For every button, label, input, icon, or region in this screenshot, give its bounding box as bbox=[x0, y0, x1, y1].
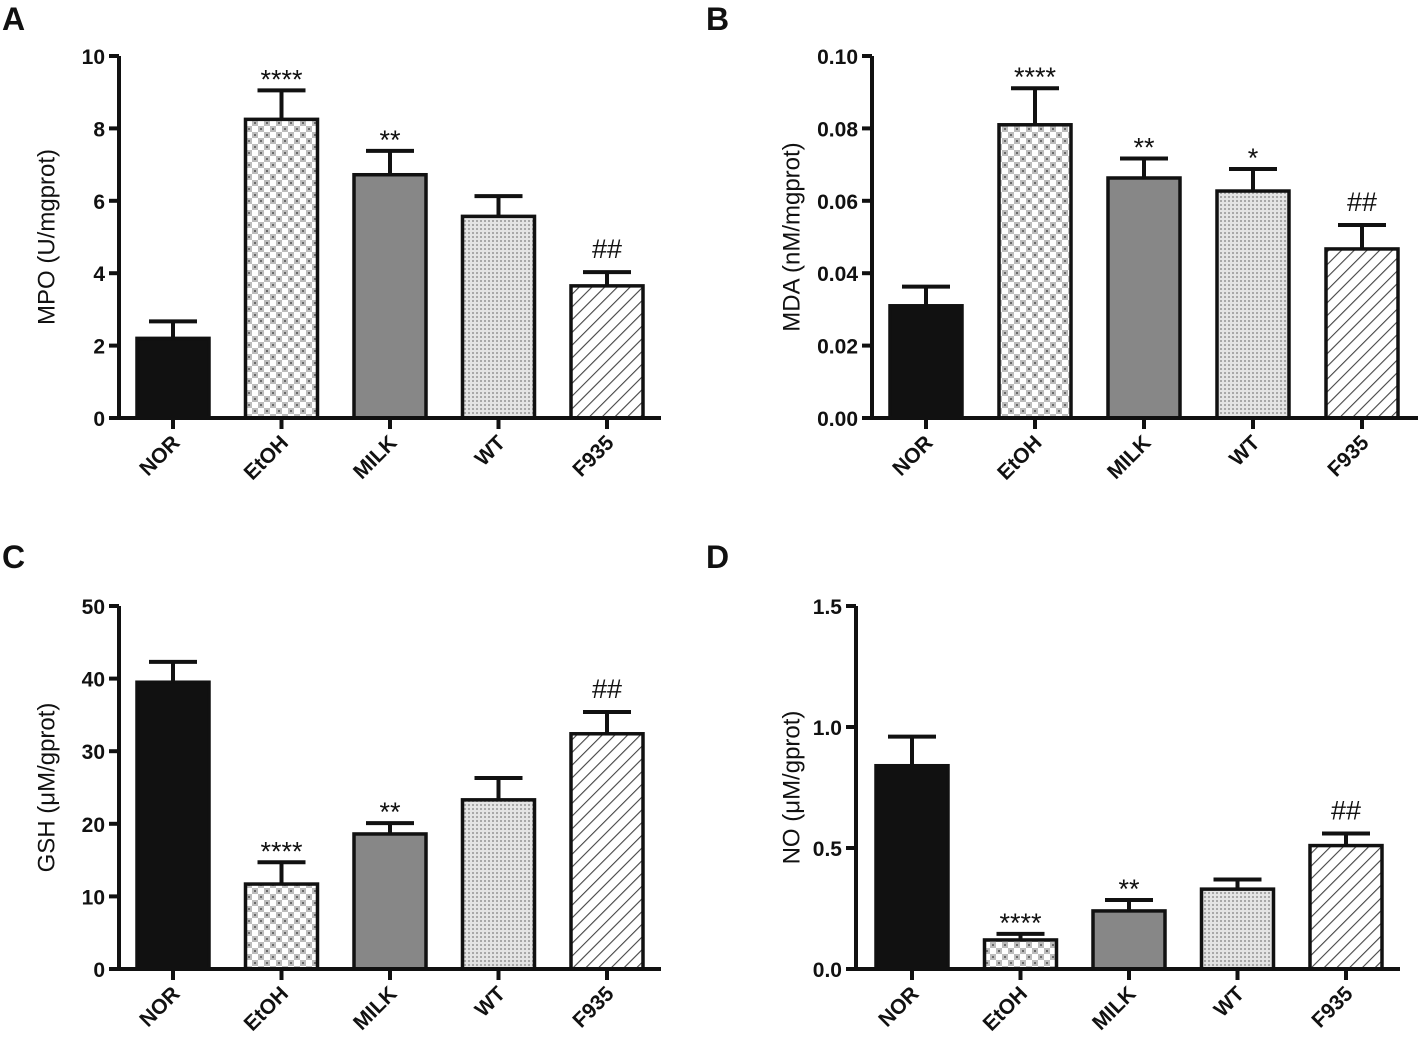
bar-milk bbox=[1091, 909, 1167, 971]
bar-etoh bbox=[997, 123, 1073, 420]
y-tick-label: 8 bbox=[93, 118, 105, 141]
y-tick-label: 6 bbox=[93, 191, 105, 214]
y-tick-label: 0.06 bbox=[817, 191, 858, 214]
y-tick-label: 0.02 bbox=[817, 336, 858, 359]
y-tick-label: 40 bbox=[82, 669, 105, 692]
bar-f935 bbox=[569, 284, 645, 420]
x-tick-label-etoh: EtOH bbox=[240, 982, 293, 1035]
panel-letter: B bbox=[706, 1, 729, 37]
significance-label: ** bbox=[379, 125, 401, 155]
x-tick-label-milk: MILK bbox=[349, 431, 402, 484]
y-tick-label: 0.04 bbox=[817, 263, 858, 286]
x-tick-label-f935: F935 bbox=[568, 431, 618, 481]
x-tick-label-nor: NOR bbox=[135, 431, 184, 480]
significance-label: **** bbox=[1014, 62, 1057, 92]
bar-etoh bbox=[982, 938, 1059, 971]
x-tick-label-nor: NOR bbox=[135, 982, 184, 1031]
bar-f935 bbox=[1308, 843, 1384, 971]
significance-label: ## bbox=[592, 234, 622, 264]
bar-wt bbox=[1215, 189, 1291, 420]
x-tick-label-wt: WT bbox=[1225, 431, 1264, 470]
y-tick-label: 4 bbox=[93, 263, 105, 286]
bar-etoh bbox=[243, 117, 320, 420]
significance-label: **** bbox=[260, 64, 303, 94]
significance-label: ** bbox=[1133, 132, 1155, 162]
bar-wt bbox=[460, 798, 537, 971]
y-tick-label: 0.10 bbox=[817, 46, 858, 69]
y-tick-label: 0.5 bbox=[813, 838, 843, 861]
x-tick-label-etoh: EtOH bbox=[993, 431, 1046, 484]
bar-nor bbox=[874, 763, 950, 971]
y-tick-label: 0.0 bbox=[813, 959, 842, 982]
y-tick-label: 10 bbox=[82, 46, 105, 69]
bar-wt bbox=[460, 214, 537, 420]
bar-milk bbox=[1106, 176, 1182, 420]
significance-label: ## bbox=[592, 674, 622, 704]
x-tick-label-nor: NOR bbox=[888, 431, 937, 480]
bar-f935 bbox=[569, 732, 645, 971]
y-tick-label: 30 bbox=[82, 741, 105, 764]
y-tick-label: 10 bbox=[82, 886, 105, 909]
x-tick-label-nor: NOR bbox=[874, 982, 923, 1031]
x-tick-label-f935: F935 bbox=[1323, 431, 1373, 481]
x-tick-label-etoh: EtOH bbox=[979, 982, 1032, 1035]
bar-etoh bbox=[243, 882, 320, 971]
x-tick-label-etoh: EtOH bbox=[240, 431, 293, 484]
panel-letter: C bbox=[2, 539, 25, 575]
significance-label: ** bbox=[1118, 874, 1140, 904]
x-tick-label-wt: WT bbox=[471, 431, 510, 470]
x-tick-label-milk: MILK bbox=[1103, 431, 1156, 484]
bar-milk bbox=[352, 832, 428, 971]
y-tick-label: 1.5 bbox=[813, 596, 843, 619]
x-tick-label-wt: WT bbox=[471, 982, 510, 1021]
y-axis-title: MDA (nM/mgprot) bbox=[778, 142, 805, 331]
significance-label: **** bbox=[260, 836, 303, 866]
panel-letter: A bbox=[2, 1, 25, 37]
significance-label: ## bbox=[1347, 187, 1377, 217]
x-tick-label-wt: WT bbox=[1210, 982, 1249, 1021]
significance-label: **** bbox=[999, 908, 1042, 938]
y-tick-label: 50 bbox=[82, 596, 105, 619]
x-tick-label-milk: MILK bbox=[349, 982, 402, 1035]
y-axis-title: NO (μM/gprot) bbox=[778, 711, 805, 865]
significance-label: ** bbox=[379, 797, 401, 827]
bar-nor bbox=[888, 304, 964, 420]
y-tick-label: 2 bbox=[93, 336, 105, 359]
panel-letter: D bbox=[706, 539, 729, 575]
bar-milk bbox=[352, 172, 428, 420]
y-axis-title: MPO (U/mgprot) bbox=[33, 149, 60, 325]
significance-label: * bbox=[1248, 143, 1259, 173]
bar-f935 bbox=[1324, 247, 1400, 420]
bar-wt bbox=[1199, 887, 1276, 971]
y-tick-label: 20 bbox=[82, 814, 105, 837]
x-tick-label-f935: F935 bbox=[1307, 982, 1357, 1032]
y-axis-title: GSH (μM/gprot) bbox=[33, 703, 60, 873]
bar-nor bbox=[135, 680, 211, 971]
y-tick-label: 0 bbox=[93, 408, 105, 431]
bar-nor bbox=[135, 336, 211, 420]
y-tick-label: 0.00 bbox=[817, 408, 858, 431]
y-tick-label: 0 bbox=[93, 959, 105, 982]
y-tick-label: 0.08 bbox=[817, 118, 858, 141]
x-tick-label-f935: F935 bbox=[568, 982, 618, 1032]
y-tick-label: 1.0 bbox=[813, 717, 842, 740]
x-tick-label-milk: MILK bbox=[1088, 982, 1141, 1035]
significance-label: ## bbox=[1331, 795, 1361, 825]
